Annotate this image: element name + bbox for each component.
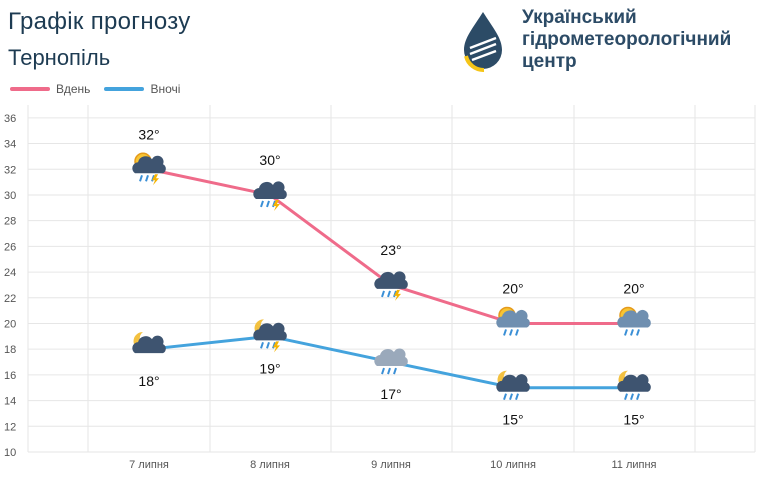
x-tick-label: 9 липня — [371, 459, 411, 471]
y-tick-label: 26 — [4, 241, 16, 253]
y-tick-label: 14 — [4, 396, 16, 408]
y-tick-label: 32 — [4, 164, 16, 176]
y-tick-label: 20 — [4, 318, 16, 330]
y-tick-label: 30 — [4, 190, 16, 202]
cloud-rain-thunder-icon — [253, 181, 287, 211]
night-temp-label: 15° — [502, 412, 523, 428]
night-temp-label: 15° — [623, 412, 644, 428]
y-tick-label: 16 — [4, 370, 16, 382]
y-tick-label: 36 — [4, 113, 16, 125]
x-tick-label: 11 липня — [611, 459, 656, 471]
sun-cloud-rain-icon — [617, 307, 651, 335]
y-tick-label: 12 — [4, 421, 16, 433]
moon-cloud-icon — [132, 332, 166, 353]
y-tick-label: 22 — [4, 293, 16, 305]
y-tick-label: 18 — [4, 344, 16, 356]
y-tick-label: 28 — [4, 216, 16, 228]
x-tick-label: 8 липня — [250, 459, 290, 471]
moon-cloud-rain-thunder-icon — [253, 319, 287, 352]
day-temp-label: 23° — [380, 242, 401, 258]
day-temp-label: 20° — [623, 280, 644, 296]
y-tick-label: 34 — [4, 139, 16, 151]
x-tick-label: 10 липня — [490, 459, 536, 471]
sun-cloud-rain-thunder-icon — [132, 153, 166, 185]
overcast-rain-icon — [374, 348, 408, 374]
y-tick-label: 24 — [4, 267, 16, 279]
day-temp-label: 20° — [502, 280, 523, 296]
day-temp-label: 32° — [138, 126, 159, 142]
sun-cloud-rain-icon — [496, 307, 530, 335]
y-tick-label: 10 — [4, 447, 16, 459]
x-tick-label: 7 липня — [129, 459, 169, 471]
night-temp-label: 19° — [259, 360, 280, 376]
night-temp-label: 18° — [138, 373, 159, 389]
night-temp-label: 17° — [380, 386, 401, 402]
day-temp-label: 30° — [259, 152, 280, 168]
